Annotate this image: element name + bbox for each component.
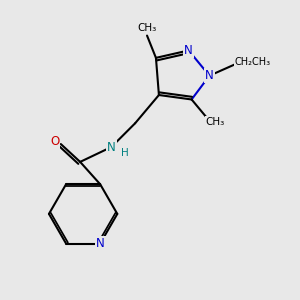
- Text: CH₂CH₃: CH₂CH₃: [235, 57, 271, 67]
- Text: O: O: [50, 135, 59, 148]
- Text: N: N: [96, 237, 105, 250]
- Text: N: N: [184, 44, 193, 57]
- Text: N: N: [107, 140, 116, 154]
- Text: N: N: [205, 69, 214, 82]
- Text: CH₃: CH₃: [206, 117, 225, 127]
- Text: CH₃: CH₃: [137, 23, 157, 33]
- Text: H: H: [121, 148, 129, 158]
